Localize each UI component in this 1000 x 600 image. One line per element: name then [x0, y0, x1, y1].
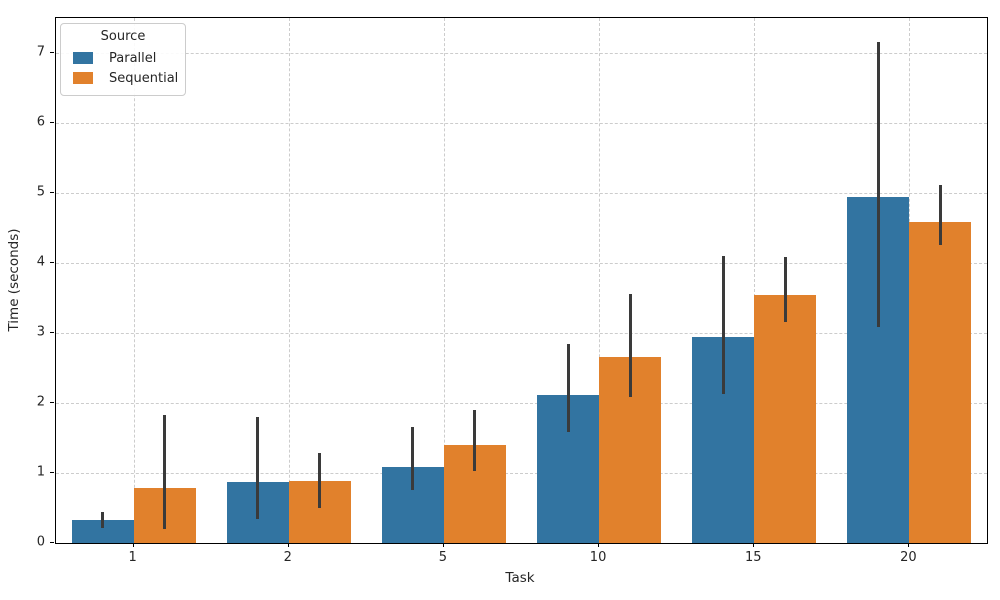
- error-bar-sequential-1: [163, 414, 167, 529]
- x-tick-label: 2: [283, 550, 292, 565]
- y-tick-label: 1: [36, 464, 45, 480]
- bar-parallel-1: [71, 519, 134, 543]
- bar-sequential-15: [754, 294, 817, 543]
- legend-entry-parallel: Parallel: [69, 48, 177, 68]
- x-tick-label: 15: [744, 550, 762, 565]
- legend-entry-sequential: Sequential: [69, 68, 179, 88]
- y-gridline: [56, 473, 987, 474]
- y-gridline: [56, 123, 987, 124]
- x-tick-mark: [598, 543, 600, 547]
- y-tick-label: 2: [36, 394, 45, 410]
- y-axis-label: Time (seconds): [6, 228, 22, 332]
- y-tick-mark: [50, 262, 54, 263]
- y-tick-mark: [50, 192, 54, 193]
- x-tick-label: 1: [128, 550, 137, 565]
- x-tick-mark: [442, 543, 444, 547]
- x-tick-mark: [132, 543, 134, 547]
- x-tick-mark: [287, 543, 289, 547]
- legend-patch-parallel: [73, 52, 93, 64]
- bar-sequential-20: [909, 221, 972, 543]
- error-bar-parallel-5: [411, 426, 415, 490]
- y-tick-label: 3: [36, 324, 45, 340]
- error-bar-sequential-20: [938, 185, 942, 246]
- y-tick-mark: [50, 52, 54, 53]
- y-tick-mark: [50, 402, 54, 403]
- x-tick-label: 5: [438, 550, 448, 565]
- y-tick-label: 5: [36, 184, 45, 200]
- plot-area: Source Parallel Sequential: [55, 17, 988, 544]
- y-tick-label: 7: [36, 44, 45, 60]
- x-gridline: [133, 18, 135, 543]
- legend-patch-sequential: [73, 72, 93, 84]
- error-bar-sequential-2: [318, 452, 322, 508]
- error-bar-parallel-1: [101, 511, 105, 528]
- x-gridline: [288, 18, 290, 543]
- x-gridline: [443, 18, 445, 543]
- y-tick-mark: [50, 122, 54, 123]
- x-gridline: [599, 18, 601, 543]
- error-bar-parallel-2: [256, 417, 260, 519]
- legend-label-sequential: Sequential: [109, 70, 179, 86]
- error-bar-sequential-5: [473, 410, 477, 471]
- x-tick-mark: [753, 543, 755, 547]
- y-gridline: [56, 403, 987, 404]
- y-tick-label: 6: [36, 114, 45, 130]
- legend-title: Source: [100, 29, 146, 44]
- legend-label-parallel: Parallel: [109, 50, 157, 66]
- error-bar-sequential-15: [783, 256, 787, 322]
- y-tick-label: 0: [36, 534, 45, 550]
- x-gridline: [754, 18, 756, 543]
- x-tick-label: 20: [900, 550, 917, 565]
- y-tick-label: 4: [36, 254, 45, 270]
- y-tick-mark: [50, 542, 54, 543]
- error-bar-parallel-10: [566, 344, 570, 432]
- error-bar-parallel-15: [721, 256, 725, 394]
- y-tick-mark: [50, 332, 54, 333]
- error-bar-parallel-20: [876, 41, 880, 327]
- legend: Source Parallel Sequential: [60, 23, 186, 96]
- y-gridline: [56, 193, 987, 194]
- error-bar-sequential-10: [628, 293, 632, 398]
- y-gridline: [56, 263, 987, 264]
- y-gridline: [56, 53, 987, 54]
- x-axis-label: Task: [505, 570, 535, 586]
- y-gridline: [56, 333, 987, 334]
- x-tick-mark: [908, 543, 910, 547]
- y-tick-mark: [50, 472, 54, 473]
- x-tick-label: 10: [589, 550, 607, 565]
